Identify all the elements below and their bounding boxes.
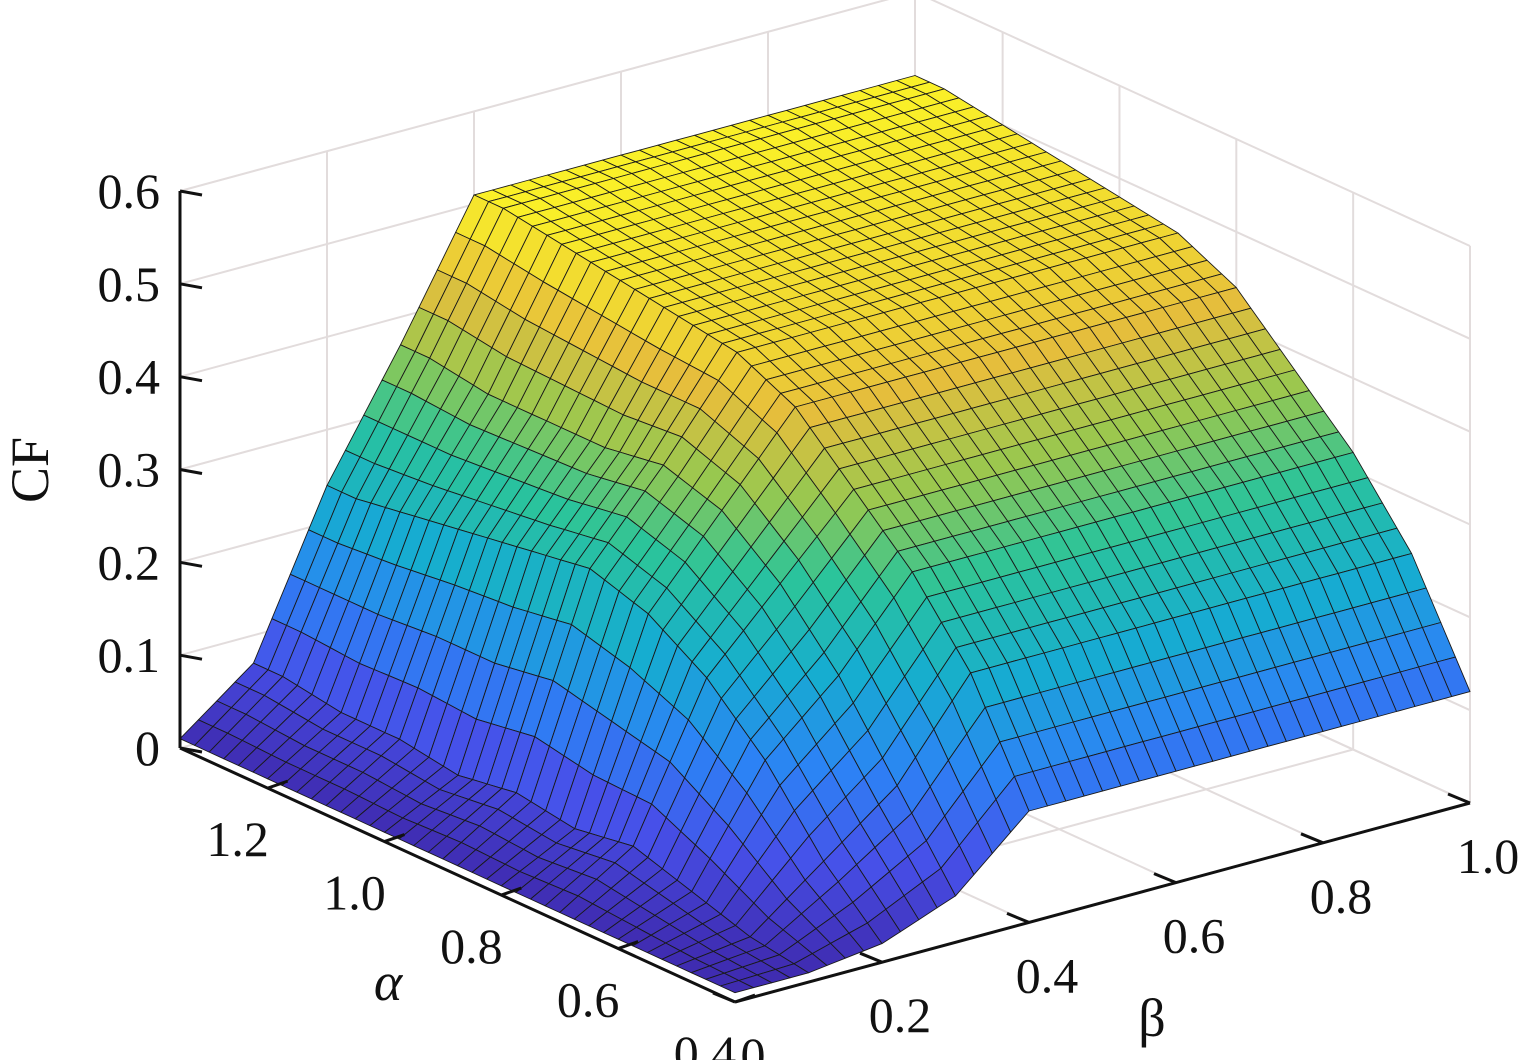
beta-tick	[859, 951, 883, 964]
alpha-tick-label: 1.0	[323, 865, 386, 921]
alpha-axis-label: α	[374, 952, 404, 1012]
z-tick	[179, 653, 203, 661]
z-tick	[179, 468, 203, 475]
alpha-tick	[383, 833, 405, 843]
beta-tick-label: 0	[741, 1027, 766, 1060]
z-tick-label: 0.4	[98, 349, 161, 405]
beta-tick-label: 0.4	[1016, 947, 1079, 1003]
axes	[178, 189, 1471, 1004]
beta-axis-label: β	[1138, 988, 1165, 1048]
tick-labels: 00.10.20.30.40.50.61.21.00.80.60.4 00.20.…	[98, 163, 1519, 1060]
beta-tick	[1153, 872, 1177, 884]
beta-tick	[712, 991, 736, 1004]
beta-axis-line	[734, 801, 1471, 1004]
z-tick	[179, 282, 203, 290]
z-tick	[179, 375, 203, 383]
grid-line	[179, 0, 890, 192]
beta-tick	[1006, 912, 1030, 924]
z-tick-label: 0.6	[98, 163, 161, 219]
alpha-tick	[500, 886, 522, 897]
beta-tick	[1300, 832, 1324, 845]
alpha-axis-line	[179, 746, 736, 1004]
z-tick	[179, 746, 203, 754]
beta-tick-label: 0.6	[1163, 908, 1226, 964]
beta-tick-label: 1.0	[1457, 828, 1519, 884]
grid-line	[930, 0, 1471, 247]
z-tick-label: 0.3	[98, 442, 161, 498]
z-tick-label: 0	[135, 720, 160, 776]
alpha-tick	[617, 940, 639, 950]
surface	[179, 75, 1471, 994]
alpha-tick-label: 1.2	[206, 811, 269, 867]
alpha-tick	[267, 779, 289, 790]
alpha-tick-label: 0.4	[674, 1025, 737, 1060]
z-tick-label: 0.5	[98, 256, 161, 312]
beta-tick-label: 0.8	[1310, 868, 1373, 924]
z-tick	[179, 560, 203, 568]
z-tick-label: 0.1	[98, 627, 161, 683]
surface-face	[719, 980, 754, 994]
alpha-tick-label: 0.6	[557, 972, 620, 1028]
beta-tick-label: 0.2	[869, 987, 932, 1043]
beta-tick	[1447, 792, 1471, 805]
z-tick-label: 0.2	[98, 534, 161, 590]
grid-line	[914, 83, 1471, 340]
z-axis-label: CF	[0, 437, 60, 503]
alpha-tick	[734, 993, 756, 1004]
z-tick	[179, 189, 203, 197]
alpha-tick-label: 0.8	[440, 918, 503, 974]
